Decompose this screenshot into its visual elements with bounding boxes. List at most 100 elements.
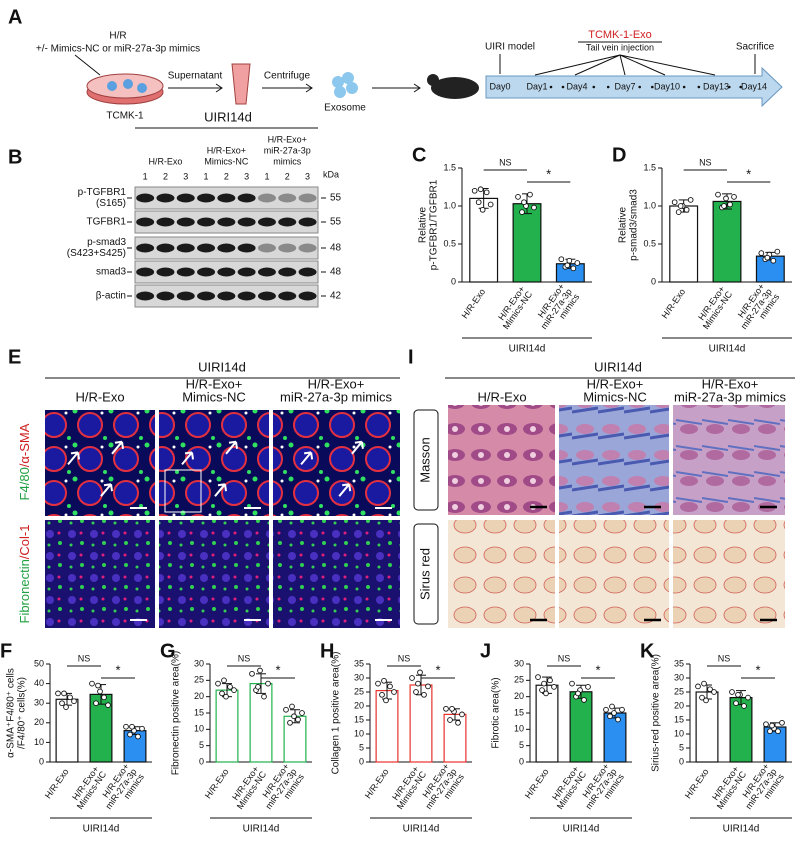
band <box>298 243 317 253</box>
data-point <box>721 203 727 209</box>
data-point <box>711 689 717 695</box>
data-point <box>219 690 225 697</box>
y-tick-label: 5 <box>519 740 524 750</box>
y-axis-label: Relative <box>418 207 429 244</box>
y-tick-label: 15 <box>354 714 364 724</box>
micrograph <box>273 410 400 516</box>
band <box>298 193 317 203</box>
row-label: β-actin <box>96 291 126 302</box>
data-point <box>227 684 233 690</box>
data-point <box>607 713 613 720</box>
data-point <box>123 723 129 730</box>
day-label: Day10 <box>654 81 680 91</box>
y-tick-label: 40 <box>34 678 44 688</box>
bar <box>512 203 542 283</box>
panel-letter: G <box>160 640 176 662</box>
bar <box>603 712 627 763</box>
data-point <box>127 731 133 738</box>
day-label: Day4 <box>566 81 587 91</box>
mouse-head <box>427 74 439 86</box>
data-point <box>449 705 455 712</box>
data-point <box>515 194 521 200</box>
arrow <box>168 83 223 93</box>
column-label: H/R-Exo+ <box>587 376 644 391</box>
data-point <box>675 209 682 215</box>
data-point <box>519 209 525 215</box>
y-tick-label: 10 <box>674 728 684 738</box>
group-label: UIRI14d <box>723 824 760 835</box>
bar <box>712 200 742 283</box>
data-point <box>535 674 541 680</box>
row-label: p-smad3 <box>87 237 126 248</box>
exosome-icon <box>332 72 358 98</box>
band <box>197 193 216 203</box>
arrow <box>300 451 314 466</box>
data-point <box>255 684 261 690</box>
cell-icon <box>107 81 117 91</box>
data-point <box>475 199 482 206</box>
data-point <box>671 199 678 206</box>
y-axis-label: Fibrotic area(%) <box>491 677 502 748</box>
kda-label: 55 <box>330 217 342 228</box>
data-point <box>59 700 65 707</box>
dot <box>638 85 641 89</box>
panel-letter: D <box>612 144 626 166</box>
data-point <box>735 691 741 698</box>
data-point <box>477 186 484 193</box>
y-tick-label: 10 <box>354 728 364 738</box>
data-point <box>139 725 145 732</box>
column-label: H/R-Exo+ <box>207 145 246 155</box>
y-tick-label: 5 <box>359 742 364 752</box>
data-point <box>417 669 423 676</box>
data-point <box>289 703 295 710</box>
data-point <box>425 683 431 690</box>
y-tick-label: 0 <box>199 756 204 766</box>
sig-label: NS <box>78 653 91 663</box>
micrograph <box>159 520 269 628</box>
y-tick-label: 0.5 <box>643 238 656 248</box>
data-point <box>566 257 573 264</box>
arrow <box>111 440 124 455</box>
data-point <box>295 716 301 723</box>
band <box>217 193 236 203</box>
column-label: H/R-Exo+ <box>186 376 243 391</box>
x-tick-label: H/R-Exo <box>683 767 711 801</box>
y-tick-label: 20 <box>34 717 44 727</box>
x-tick-label: H/R-Exo <box>523 767 551 801</box>
dot <box>561 85 565 89</box>
bar <box>535 684 559 763</box>
band <box>136 267 155 277</box>
step: Centrifuge <box>264 71 311 82</box>
micrograph <box>448 520 555 628</box>
row-box <box>413 409 439 511</box>
data-point <box>531 204 537 211</box>
data-point <box>774 248 781 255</box>
data-point <box>611 710 617 716</box>
arrow <box>225 440 238 455</box>
panel-letter: F <box>0 640 12 662</box>
y-tick-label: 30 <box>354 672 364 682</box>
row-label: F4/80/α-SMA <box>17 423 32 500</box>
micrograph <box>273 520 400 628</box>
data-point <box>379 691 385 698</box>
data-point <box>767 728 773 735</box>
data-point <box>231 687 237 693</box>
y-tick-label: 0 <box>519 756 524 766</box>
sig-label: * <box>275 662 280 677</box>
row-label-part: Fibronectin <box>17 559 32 623</box>
band <box>217 267 236 277</box>
data-point <box>391 689 397 695</box>
band <box>156 267 175 277</box>
route-label: Tail vein injection <box>586 42 654 52</box>
arrow <box>74 54 101 76</box>
y-tick-label: 0 <box>451 276 456 286</box>
band <box>278 217 297 227</box>
data-point <box>727 201 733 208</box>
micrograph <box>45 410 155 516</box>
dot <box>606 85 610 89</box>
data-point <box>764 254 771 261</box>
y-tick-label: 20 <box>354 700 364 710</box>
data-point <box>105 702 111 709</box>
arrow <box>67 451 80 466</box>
y-tick-label: 15 <box>514 707 524 717</box>
